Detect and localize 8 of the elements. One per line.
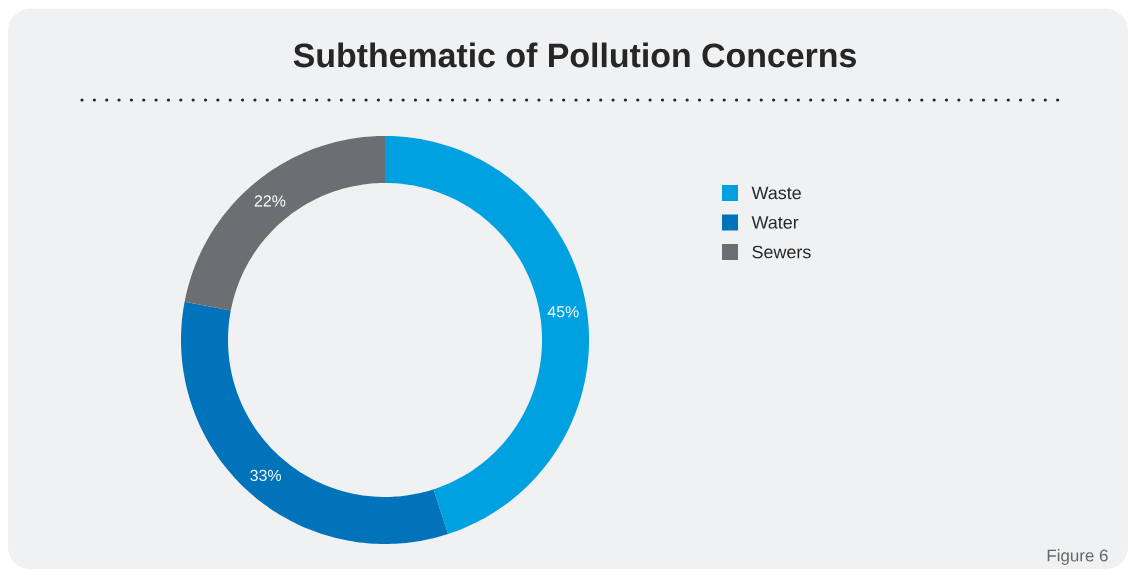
legend-label: Sewers <box>752 245 811 259</box>
legend-label: Waste <box>751 186 801 200</box>
caption: Figure 6 <box>1047 549 1108 565</box>
data-label: 22% <box>254 195 286 207</box>
legend-label: Water <box>751 216 799 229</box>
data-label: 45% <box>547 306 579 318</box>
data-label: 33% <box>250 469 282 482</box>
chart-title: Subthematic of Pollution Concerns <box>293 42 856 68</box>
